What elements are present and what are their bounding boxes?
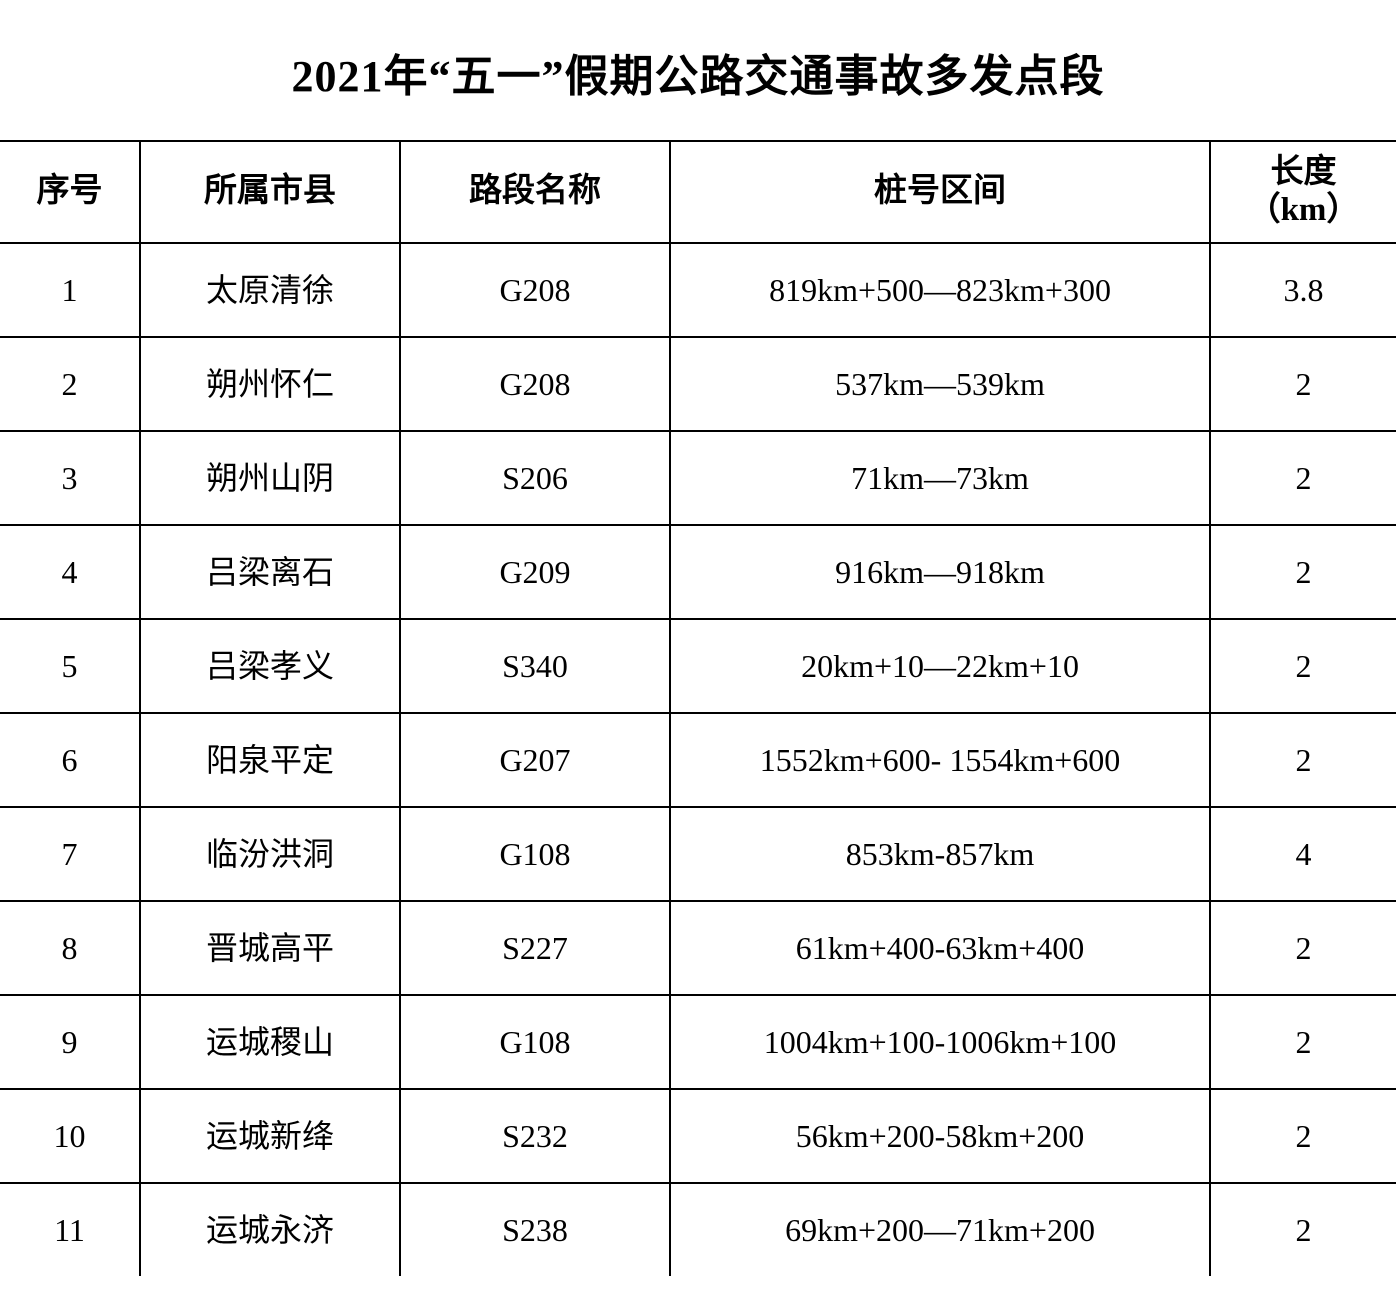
cell-seq: 5 bbox=[0, 619, 140, 713]
col-road: 路段名称 bbox=[400, 141, 670, 243]
cell-range: 916km—918km bbox=[670, 525, 1210, 619]
cell-seq: 8 bbox=[0, 901, 140, 995]
cell-seq: 3 bbox=[0, 431, 140, 525]
col-length-line2: （km） bbox=[1248, 192, 1360, 228]
cell-seq: 6 bbox=[0, 713, 140, 807]
cell-county: 阳泉平定 bbox=[140, 713, 400, 807]
cell-road: G208 bbox=[400, 337, 670, 431]
page-title: 2021年“五一”假期公路交通事故多发点段 bbox=[0, 40, 1396, 104]
cell-road: G207 bbox=[400, 713, 670, 807]
cell-road: S238 bbox=[400, 1183, 670, 1276]
cell-range: 819km+500—823km+300 bbox=[670, 243, 1210, 337]
cell-county: 太原清徐 bbox=[140, 243, 400, 337]
cell-seq: 7 bbox=[0, 807, 140, 901]
table-row: 1 太原清徐 G208 819km+500—823km+300 3.8 bbox=[0, 243, 1396, 337]
cell-road: G208 bbox=[400, 243, 670, 337]
cell-length: 4 bbox=[1210, 807, 1396, 901]
table-row: 6 阳泉平定 G207 1552km+600- 1554km+600 2 bbox=[0, 713, 1396, 807]
cell-seq: 10 bbox=[0, 1089, 140, 1183]
table-row: 7 临汾洪洞 G108 853km-857km 4 bbox=[0, 807, 1396, 901]
cell-range: 69km+200—71km+200 bbox=[670, 1183, 1210, 1276]
cell-length: 2 bbox=[1210, 995, 1396, 1089]
cell-length: 2 bbox=[1210, 431, 1396, 525]
cell-county: 运城永济 bbox=[140, 1183, 400, 1276]
col-length: 长度 （km） bbox=[1210, 141, 1396, 243]
table-body: 1 太原清徐 G208 819km+500—823km+300 3.8 2 朔州… bbox=[0, 243, 1396, 1276]
cell-county: 运城新绛 bbox=[140, 1089, 400, 1183]
cell-length: 3.8 bbox=[1210, 243, 1396, 337]
col-county: 所属市县 bbox=[140, 141, 400, 243]
cell-length: 2 bbox=[1210, 901, 1396, 995]
cell-county: 吕梁孝义 bbox=[140, 619, 400, 713]
cell-road: G209 bbox=[400, 525, 670, 619]
table-row: 2 朔州怀仁 G208 537km—539km 2 bbox=[0, 337, 1396, 431]
cell-range: 1004km+100-1006km+100 bbox=[670, 995, 1210, 1089]
cell-length: 2 bbox=[1210, 619, 1396, 713]
cell-seq: 4 bbox=[0, 525, 140, 619]
cell-road: S232 bbox=[400, 1089, 670, 1183]
cell-range: 853km-857km bbox=[670, 807, 1210, 901]
cell-length: 2 bbox=[1210, 525, 1396, 619]
cell-seq: 1 bbox=[0, 243, 140, 337]
cell-county: 运城稷山 bbox=[140, 995, 400, 1089]
cell-county: 临汾洪洞 bbox=[140, 807, 400, 901]
cell-road: S340 bbox=[400, 619, 670, 713]
document-page: 2021年“五一”假期公路交通事故多发点段 序号 所属市县 路段名称 桩号区间 … bbox=[0, 0, 1396, 1306]
cell-seq: 9 bbox=[0, 995, 140, 1089]
cell-county: 朔州怀仁 bbox=[140, 337, 400, 431]
cell-length: 2 bbox=[1210, 713, 1396, 807]
table-row: 3 朔州山阴 S206 71km—73km 2 bbox=[0, 431, 1396, 525]
table-row: 5 吕梁孝义 S340 20km+10—22km+10 2 bbox=[0, 619, 1396, 713]
table-row: 11 运城永济 S238 69km+200—71km+200 2 bbox=[0, 1183, 1396, 1276]
col-range: 桩号区间 bbox=[670, 141, 1210, 243]
cell-county: 吕梁离石 bbox=[140, 525, 400, 619]
cell-range: 537km—539km bbox=[670, 337, 1210, 431]
accident-spots-table: 序号 所属市县 路段名称 桩号区间 长度 （km） 1 太原清徐 G208 81… bbox=[0, 140, 1396, 1276]
cell-range: 20km+10—22km+10 bbox=[670, 619, 1210, 713]
cell-county: 晋城高平 bbox=[140, 901, 400, 995]
cell-road: S206 bbox=[400, 431, 670, 525]
cell-county: 朔州山阴 bbox=[140, 431, 400, 525]
col-seq: 序号 bbox=[0, 141, 140, 243]
table-row: 8 晋城高平 S227 61km+400-63km+400 2 bbox=[0, 901, 1396, 995]
cell-range: 56km+200-58km+200 bbox=[670, 1089, 1210, 1183]
cell-seq: 11 bbox=[0, 1183, 140, 1276]
table-header-row: 序号 所属市县 路段名称 桩号区间 长度 （km） bbox=[0, 141, 1396, 243]
cell-range: 61km+400-63km+400 bbox=[670, 901, 1210, 995]
cell-length: 2 bbox=[1210, 1183, 1396, 1276]
cell-length: 2 bbox=[1210, 337, 1396, 431]
cell-seq: 2 bbox=[0, 337, 140, 431]
cell-road: G108 bbox=[400, 807, 670, 901]
cell-range: 71km—73km bbox=[670, 431, 1210, 525]
cell-road: G108 bbox=[400, 995, 670, 1089]
table-row: 10 运城新绛 S232 56km+200-58km+200 2 bbox=[0, 1089, 1396, 1183]
col-length-line1: 长度 bbox=[1271, 154, 1337, 190]
cell-range: 1552km+600- 1554km+600 bbox=[670, 713, 1210, 807]
table-row: 4 吕梁离石 G209 916km—918km 2 bbox=[0, 525, 1396, 619]
cell-length: 2 bbox=[1210, 1089, 1396, 1183]
table-row: 9 运城稷山 G108 1004km+100-1006km+100 2 bbox=[0, 995, 1396, 1089]
cell-road: S227 bbox=[400, 901, 670, 995]
